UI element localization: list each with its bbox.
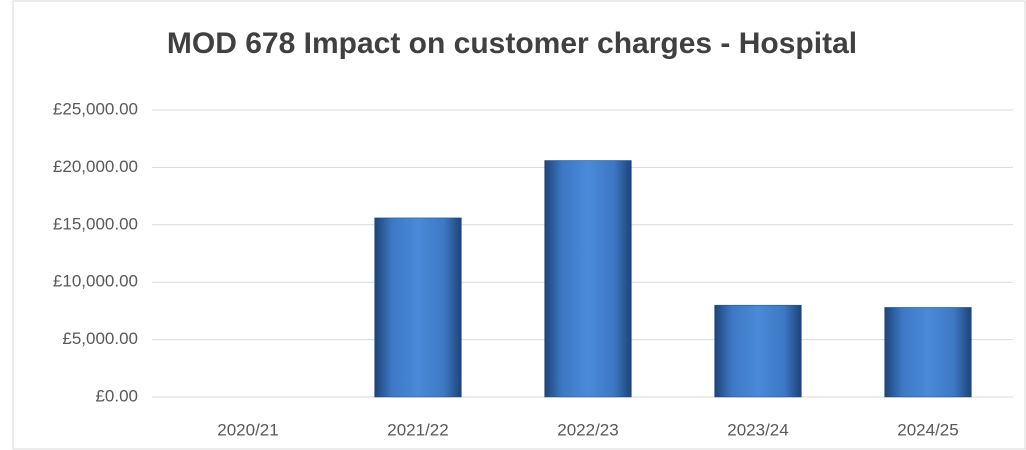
bar [714, 304, 802, 398]
x-tick-label: 2023/24 [727, 420, 788, 439]
y-tick-label: £25,000.00 [53, 99, 138, 118]
bar [884, 307, 972, 398]
bar [374, 217, 462, 398]
x-tick-label: 2024/25 [897, 420, 958, 439]
x-tick-label: 2022/23 [557, 420, 618, 439]
chart-title: MOD 678 Impact on customer charges - Hos… [167, 27, 857, 60]
y-tick-label: £0.00 [95, 386, 138, 405]
y-tick-label: £5,000.00 [62, 329, 138, 348]
bar [544, 160, 632, 398]
x-tick-label: 2020/21 [217, 420, 278, 439]
y-tick-label: £20,000.00 [53, 157, 138, 176]
y-tick-label: £10,000.00 [53, 272, 138, 291]
y-tick-label: £15,000.00 [53, 214, 138, 233]
x-tick-label: 2021/22 [387, 420, 448, 439]
